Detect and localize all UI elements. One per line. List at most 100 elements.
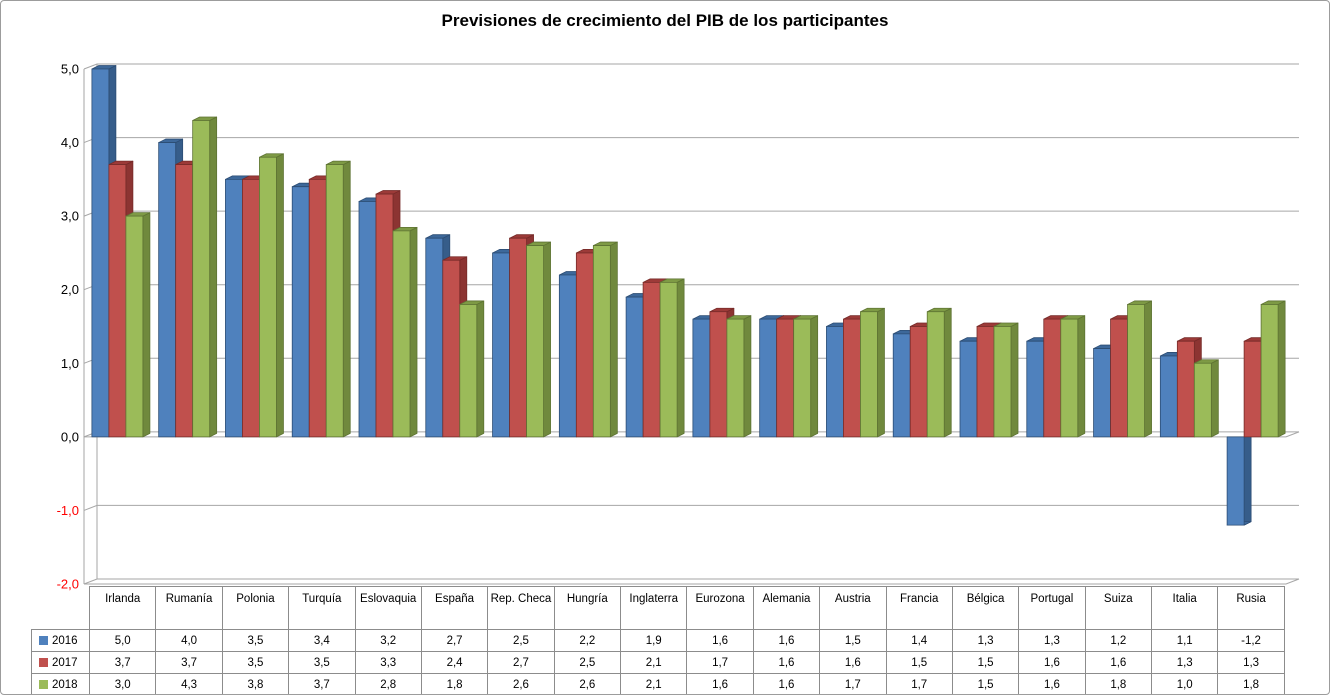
- value-cell: 3,4: [288, 629, 356, 652]
- category-header: Eurozona: [686, 586, 754, 630]
- bar-front-face: [625, 296, 644, 438]
- value-cell: 1,8: [1217, 673, 1285, 694]
- bar-front-face: [1127, 304, 1145, 438]
- bar-front-face: [892, 333, 911, 438]
- bar-front-face: [776, 318, 795, 438]
- bar-front-face: [1243, 340, 1262, 438]
- bar-front-face: [592, 245, 611, 438]
- value-cell: 1,3: [951, 629, 1020, 652]
- value-cell: 1,0: [1150, 673, 1219, 694]
- bar-side-face: [943, 307, 952, 438]
- value-cell: 2,4: [420, 651, 489, 674]
- value-cell: 1,6: [1018, 673, 1086, 694]
- category-header: Rumanía: [155, 586, 223, 630]
- value-cell: 1,6: [686, 629, 754, 652]
- value-cell: 3,3: [354, 651, 422, 674]
- bar-front-face: [926, 311, 945, 438]
- bar-front-face: [692, 318, 711, 438]
- value-cell: 3,5: [221, 629, 290, 652]
- value-cell: 2,1: [619, 651, 688, 674]
- bar-side-face: [409, 226, 418, 438]
- value-cell: 1,8: [1084, 673, 1153, 694]
- value-cell: 1,7: [819, 673, 887, 694]
- bar-front-face: [826, 326, 844, 438]
- y-axis-tick-label: 5,0: [61, 62, 79, 77]
- bar-front-face: [442, 259, 461, 438]
- category-header: Irlanda: [88, 586, 157, 630]
- bar-side-face: [1210, 359, 1219, 438]
- gridline: [83, 63, 1299, 70]
- value-cell: 1,5: [885, 651, 953, 674]
- bar-front-face: [108, 164, 127, 438]
- bar-side-face: [877, 307, 885, 438]
- value-cell: 1,5: [819, 629, 887, 652]
- bar-side-face: [1277, 300, 1286, 438]
- value-cell: 3,7: [288, 673, 356, 694]
- value-cell: 1,6: [752, 673, 821, 694]
- bar-front-face: [325, 164, 344, 438]
- bar-side-face: [1010, 322, 1019, 438]
- value-cell: 3,7: [88, 651, 157, 674]
- bar-front-face: [726, 318, 745, 438]
- bar-side-face: [209, 116, 218, 438]
- bar-side-face: [676, 278, 685, 438]
- bar-side-face: [342, 160, 351, 438]
- bar-front-face: [509, 237, 527, 438]
- bar-front-face: [793, 318, 812, 438]
- value-cell: 1,7: [686, 651, 754, 674]
- bar-side-face: [476, 300, 485, 438]
- value-cell: 1,3: [1018, 629, 1086, 652]
- bar-front-face: [175, 164, 194, 438]
- value-cell: 1,6: [752, 629, 821, 652]
- table-row: 2016 5,0 4,0 3,5 3,4 3,2 2,7 2,5 2,2 1,9 1,6 1,6 1,5…: [31, 629, 1285, 652]
- value-cell: 2,5: [487, 629, 555, 652]
- value-cell: 4,0: [155, 629, 223, 652]
- bar-side-face: [543, 241, 551, 438]
- bar-front-face: [1260, 304, 1279, 438]
- bar-front-face: [158, 142, 177, 438]
- value-cell: 5,0: [88, 629, 157, 652]
- category-header: Alemania: [752, 586, 821, 630]
- bar-side-face: [142, 212, 151, 438]
- legend-key-2018: 2018: [31, 673, 90, 694]
- bar-front-face: [125, 215, 144, 438]
- bar-front-face: [909, 326, 928, 438]
- bar-front-face: [860, 311, 878, 438]
- bar-front-face: [1043, 318, 1062, 438]
- y-axis-tick-label: 0,0: [61, 429, 79, 444]
- bar-front-face: [291, 186, 310, 438]
- bar-front-face: [492, 252, 510, 438]
- category-header: Hungría: [553, 586, 622, 630]
- value-cell: 2,7: [420, 629, 489, 652]
- bar-side-face: [743, 315, 752, 438]
- category-header: Suiza: [1084, 586, 1153, 630]
- bar-side-face: [276, 153, 284, 438]
- bar-front-face: [91, 68, 110, 438]
- value-cell: 1,6: [819, 651, 887, 674]
- value-cell: 3,7: [155, 651, 223, 674]
- value-cell: 1,5: [951, 651, 1020, 674]
- bar-front-face: [1176, 340, 1195, 438]
- value-cell: 1,6: [1018, 651, 1086, 674]
- value-cell: 1,6: [1084, 651, 1153, 674]
- bar-front-face: [459, 304, 478, 438]
- bar-front-face: [759, 318, 778, 438]
- bar-front-face: [526, 245, 544, 438]
- value-cell: 1,5: [951, 673, 1020, 694]
- value-cell: 3,8: [221, 673, 290, 694]
- y-axis-tick-label: 3,0: [61, 209, 79, 224]
- bar-side-face: [810, 315, 819, 438]
- category-header: Austria: [819, 586, 887, 630]
- value-cell: 1,8: [420, 673, 489, 694]
- bar-front-face: [425, 237, 444, 438]
- gridline: [83, 504, 1299, 511]
- value-cell: 3,5: [221, 651, 290, 674]
- bar-side-face: [609, 241, 618, 438]
- gridline: [83, 578, 1299, 585]
- table-header-row: Irlanda Rumanía Polonia Turquía Eslovaquia Es…: [32, 586, 1285, 630]
- value-cell: 1,7: [885, 673, 953, 694]
- category-header: Polonia: [221, 586, 290, 630]
- table-corner-cell: [32, 587, 90, 630]
